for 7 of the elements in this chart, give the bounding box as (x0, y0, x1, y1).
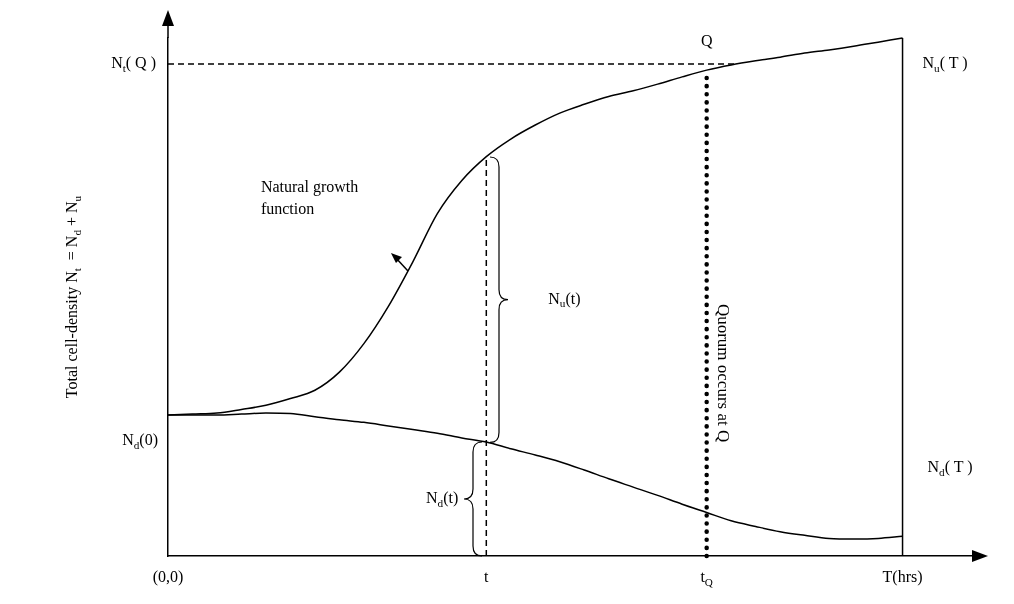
ref-line-label: Quorum occurs at Q (714, 303, 734, 443)
x-tick-label: T(hrs) (882, 568, 923, 587)
x-tick-label: (0,0) (152, 568, 184, 587)
annotation: Q (700, 32, 713, 50)
x-tick-label: t (484, 568, 490, 586)
annotation: Natural growth function (260, 178, 359, 218)
y-axis-title: Total cell-density Nt = Nd + Nu (63, 195, 83, 399)
